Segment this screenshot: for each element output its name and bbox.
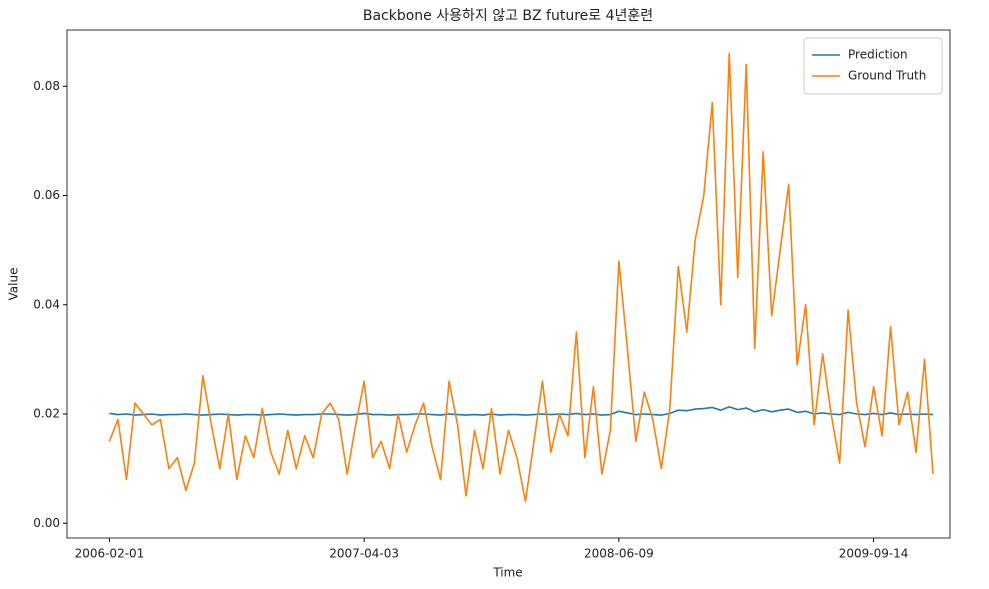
y-tick-label: 0.02 — [33, 407, 60, 421]
chart-title: Backbone 사용하지 않고 BZ future로 4년훈련 — [363, 8, 653, 24]
x-tick-label: 2006-02-01 — [75, 547, 145, 561]
legend-label: Ground Truth — [848, 69, 926, 83]
x-axis-label: Time — [492, 566, 522, 580]
series-line — [108, 52, 934, 503]
x-tick-label: 2007-04-03 — [329, 547, 399, 561]
plot-frame — [66, 29, 951, 539]
y-tick-label: 0.06 — [33, 188, 60, 202]
y-tick-label: 0.08 — [33, 79, 60, 93]
legend-box — [803, 37, 943, 95]
x-tick-label: 2008-06-09 — [584, 547, 654, 561]
x-tick-label: 2009-09-14 — [839, 547, 909, 561]
y-axis-label: Value — [7, 268, 21, 301]
legend: Prediction Ground Truth — [803, 37, 943, 95]
y-tick-label: 0.00 — [33, 516, 60, 530]
legend-label: Prediction — [848, 48, 908, 62]
series-line — [109, 406, 934, 416]
y-tick-label: 0.04 — [33, 297, 60, 311]
